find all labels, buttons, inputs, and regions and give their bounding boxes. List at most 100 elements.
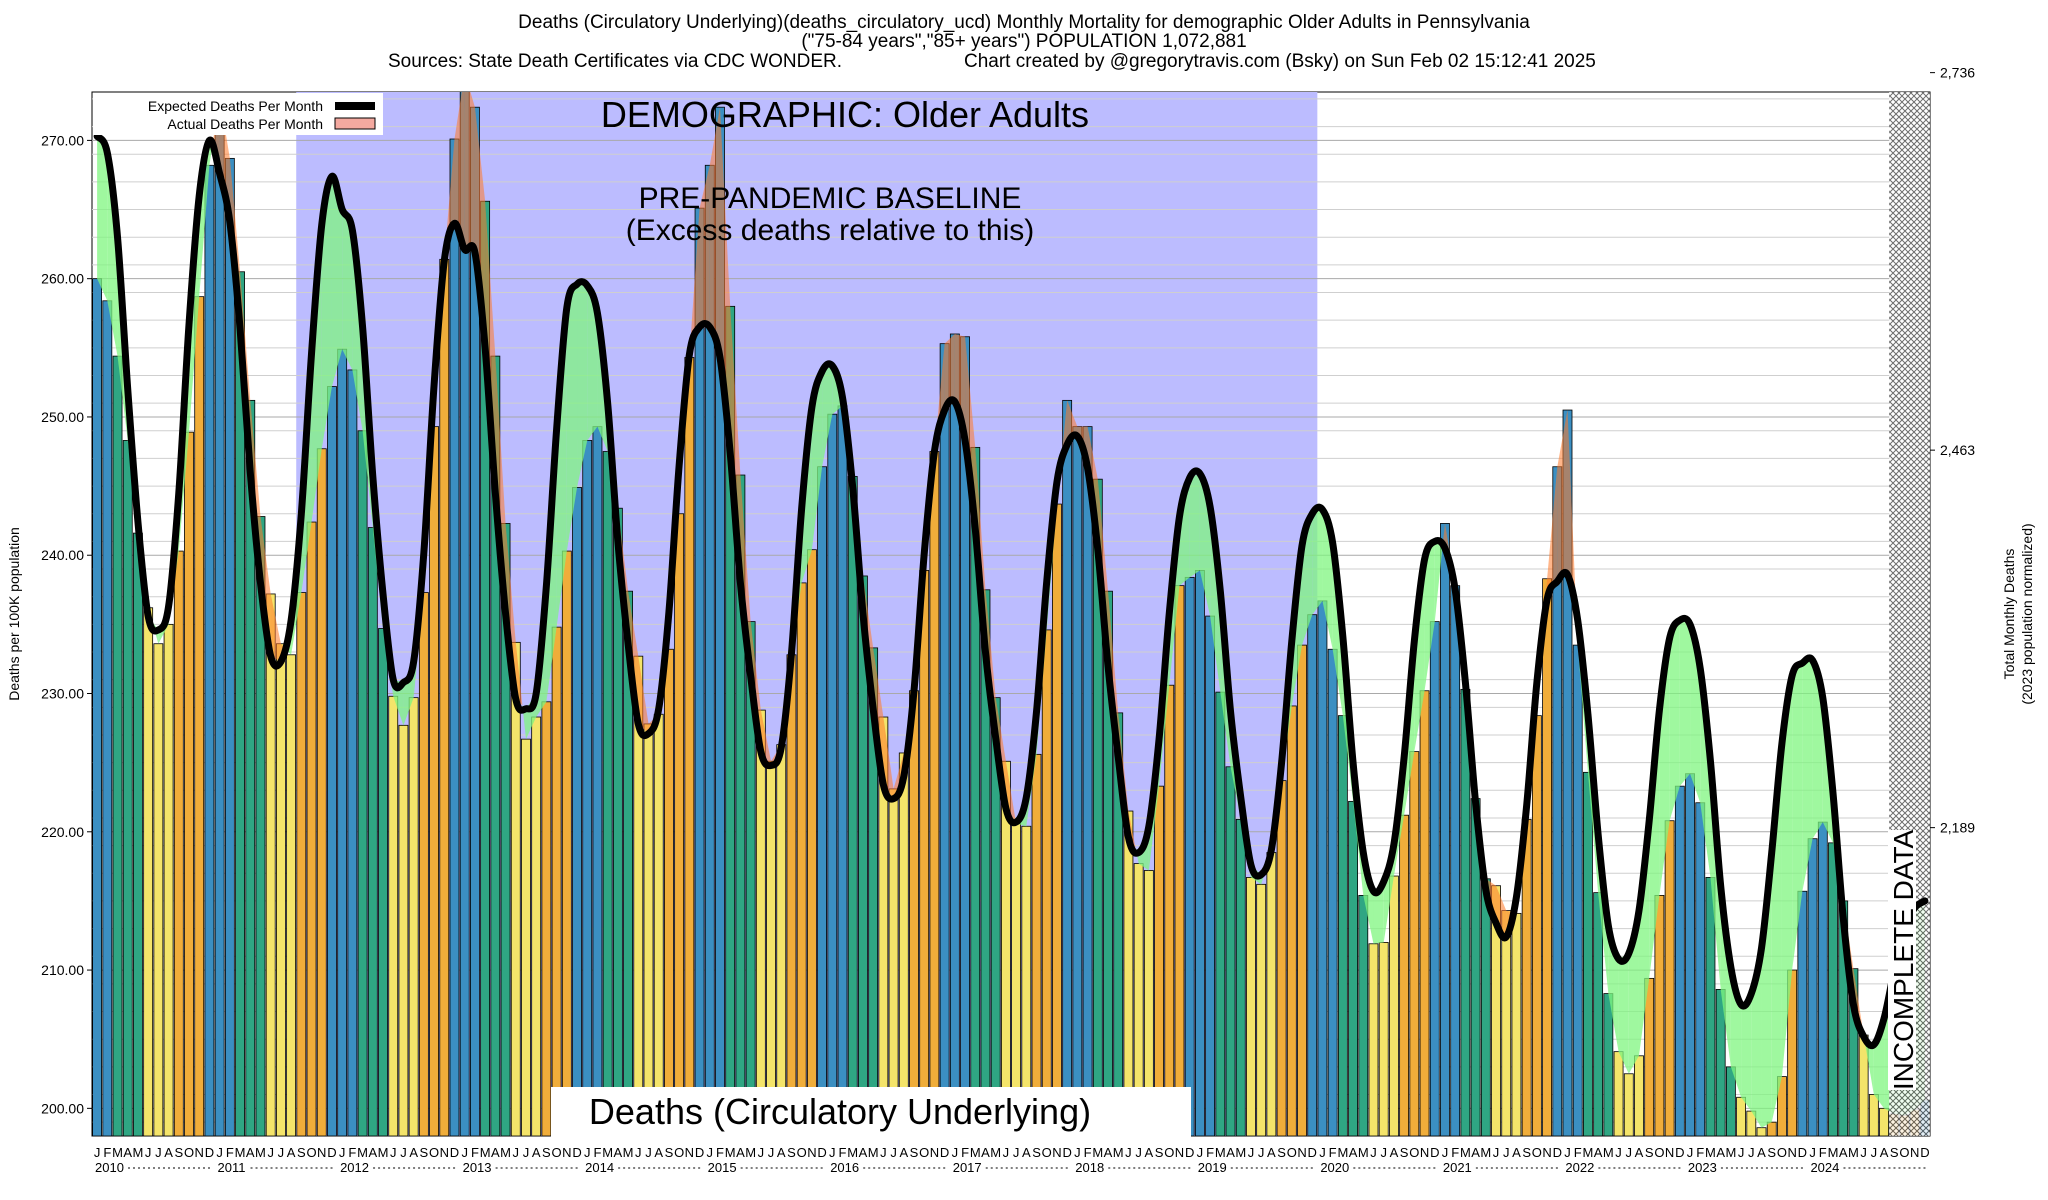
x-tick-month: J — [1626, 1145, 1633, 1160]
actual-bar — [1389, 875, 1399, 1136]
difference-fill — [1679, 620, 1691, 787]
actual-bar — [1072, 426, 1083, 1136]
x-tick-month: F — [839, 1145, 847, 1160]
actual-bar — [1164, 684, 1175, 1136]
difference-fill — [1741, 993, 1752, 1112]
year-label-bg — [1073, 1160, 1108, 1174]
x-tick-month: J — [1003, 1145, 1010, 1160]
x-tick-month: A — [1104, 1145, 1113, 1160]
actual-bar — [1695, 802, 1706, 1136]
x-tick-month: J — [952, 1145, 959, 1160]
x-tick-month: J — [1871, 1145, 1878, 1160]
x-tick-month: S — [1400, 1145, 1409, 1160]
year-label-bg — [828, 1160, 863, 1174]
difference-fill — [1669, 620, 1680, 821]
x-tick-month: M — [745, 1145, 756, 1160]
legend-expected-label: Expected Deaths Per Month — [148, 98, 323, 114]
difference-fill — [1761, 852, 1772, 1128]
x-tick-month: M — [1725, 1145, 1736, 1160]
actual-bar — [1041, 629, 1052, 1136]
actual-bar — [163, 623, 174, 1136]
x-tick-month: A — [1390, 1145, 1399, 1160]
x-tick-month: O — [552, 1145, 562, 1160]
x-tick-month: A — [123, 1145, 132, 1160]
difference-fill — [689, 208, 700, 355]
x-tick-month: F — [1084, 1145, 1092, 1160]
x-tick-month: S — [1032, 1145, 1041, 1160]
x-tick-month: F — [1329, 1145, 1337, 1160]
x-tick-month: F — [716, 1145, 724, 1160]
difference-fill — [1210, 506, 1221, 693]
actual-bar — [133, 532, 143, 1136]
actual-bar — [1613, 1051, 1624, 1136]
actual-bar — [1307, 614, 1318, 1136]
x-tick-month: D — [1430, 1145, 1439, 1160]
x-tick-month: M — [480, 1145, 491, 1160]
difference-fill — [1802, 660, 1813, 892]
y-axis-right-label-2: (2023 population normalized) — [2019, 523, 2035, 704]
x-tick-month: J — [155, 1145, 162, 1160]
difference-fill — [522, 705, 526, 740]
x-tick-month: F — [1819, 1145, 1827, 1160]
y-right-tick-label: 2,736 — [1940, 65, 1975, 81]
difference-fill — [1781, 675, 1793, 1077]
x-tick-month: D — [572, 1145, 581, 1160]
x-tick-year: 2010 — [95, 1160, 124, 1175]
actual-bar — [347, 369, 358, 1136]
demographic-annotation: DEMOGRAPHIC: Older Adults — [601, 94, 1089, 135]
actual-bar — [1082, 426, 1093, 1136]
actual-bar — [1246, 877, 1256, 1136]
actual-bar — [1583, 771, 1593, 1136]
actual-bar — [817, 466, 827, 1136]
year-label-bg — [460, 1160, 495, 1174]
difference-fill — [331, 176, 343, 387]
x-tick-month: O — [674, 1145, 684, 1160]
legend-expected-swatch — [335, 102, 375, 110]
x-tick-month: M — [1460, 1145, 1471, 1160]
x-tick-month: J — [1748, 1145, 1755, 1160]
x-tick-month: S — [1890, 1145, 1899, 1160]
x-tick-month: S — [910, 1145, 919, 1160]
year-label-bg — [1440, 1160, 1475, 1174]
difference-fill — [1312, 509, 1323, 615]
x-tick-month: M — [970, 1145, 981, 1160]
x-tick-month: J — [513, 1145, 520, 1160]
actual-bar — [1154, 785, 1164, 1136]
x-tick-month: O — [1287, 1145, 1297, 1160]
actual-bar — [755, 709, 766, 1136]
actual-bar — [449, 138, 460, 1136]
actual-bar — [275, 643, 286, 1136]
actual-bar — [776, 744, 787, 1136]
x-tick-month: A — [1716, 1145, 1725, 1160]
x-tick-month: J — [1615, 1145, 1622, 1160]
difference-fill — [454, 92, 465, 250]
x-tick-month: J — [523, 1145, 530, 1160]
actual-bar — [766, 760, 776, 1136]
actual-bar — [1215, 691, 1226, 1136]
x-tick-month: D — [817, 1145, 826, 1160]
x-tick-month: N — [807, 1145, 816, 1160]
difference-fill — [1189, 473, 1200, 578]
x-tick-month: F — [103, 1145, 111, 1160]
difference-fill — [1547, 466, 1558, 600]
actual-bar — [561, 550, 572, 1136]
actual-bar — [1317, 600, 1328, 1136]
x-tick-month: D — [205, 1145, 214, 1160]
x-tick-month: D — [1553, 1145, 1562, 1160]
x-tick-month: J — [1135, 1145, 1142, 1160]
x-tick-month: A — [614, 1145, 623, 1160]
actual-bar — [1828, 842, 1838, 1136]
x-tick-month: J — [94, 1145, 101, 1160]
actual-bar — [398, 724, 409, 1136]
x-tick-month: A — [287, 1145, 296, 1160]
difference-fill — [1649, 710, 1660, 979]
y-right-tick-label: 2,463 — [1940, 442, 1975, 458]
actual-bar — [1195, 570, 1205, 1136]
actual-bar — [1440, 523, 1450, 1136]
actual-bar — [1817, 821, 1828, 1136]
actual-bar — [1674, 785, 1685, 1136]
x-tick-month: S — [542, 1145, 551, 1160]
actual-bar — [316, 448, 327, 1136]
year-label-bg — [1318, 1160, 1353, 1174]
x-tick-month: A — [1757, 1145, 1766, 1160]
